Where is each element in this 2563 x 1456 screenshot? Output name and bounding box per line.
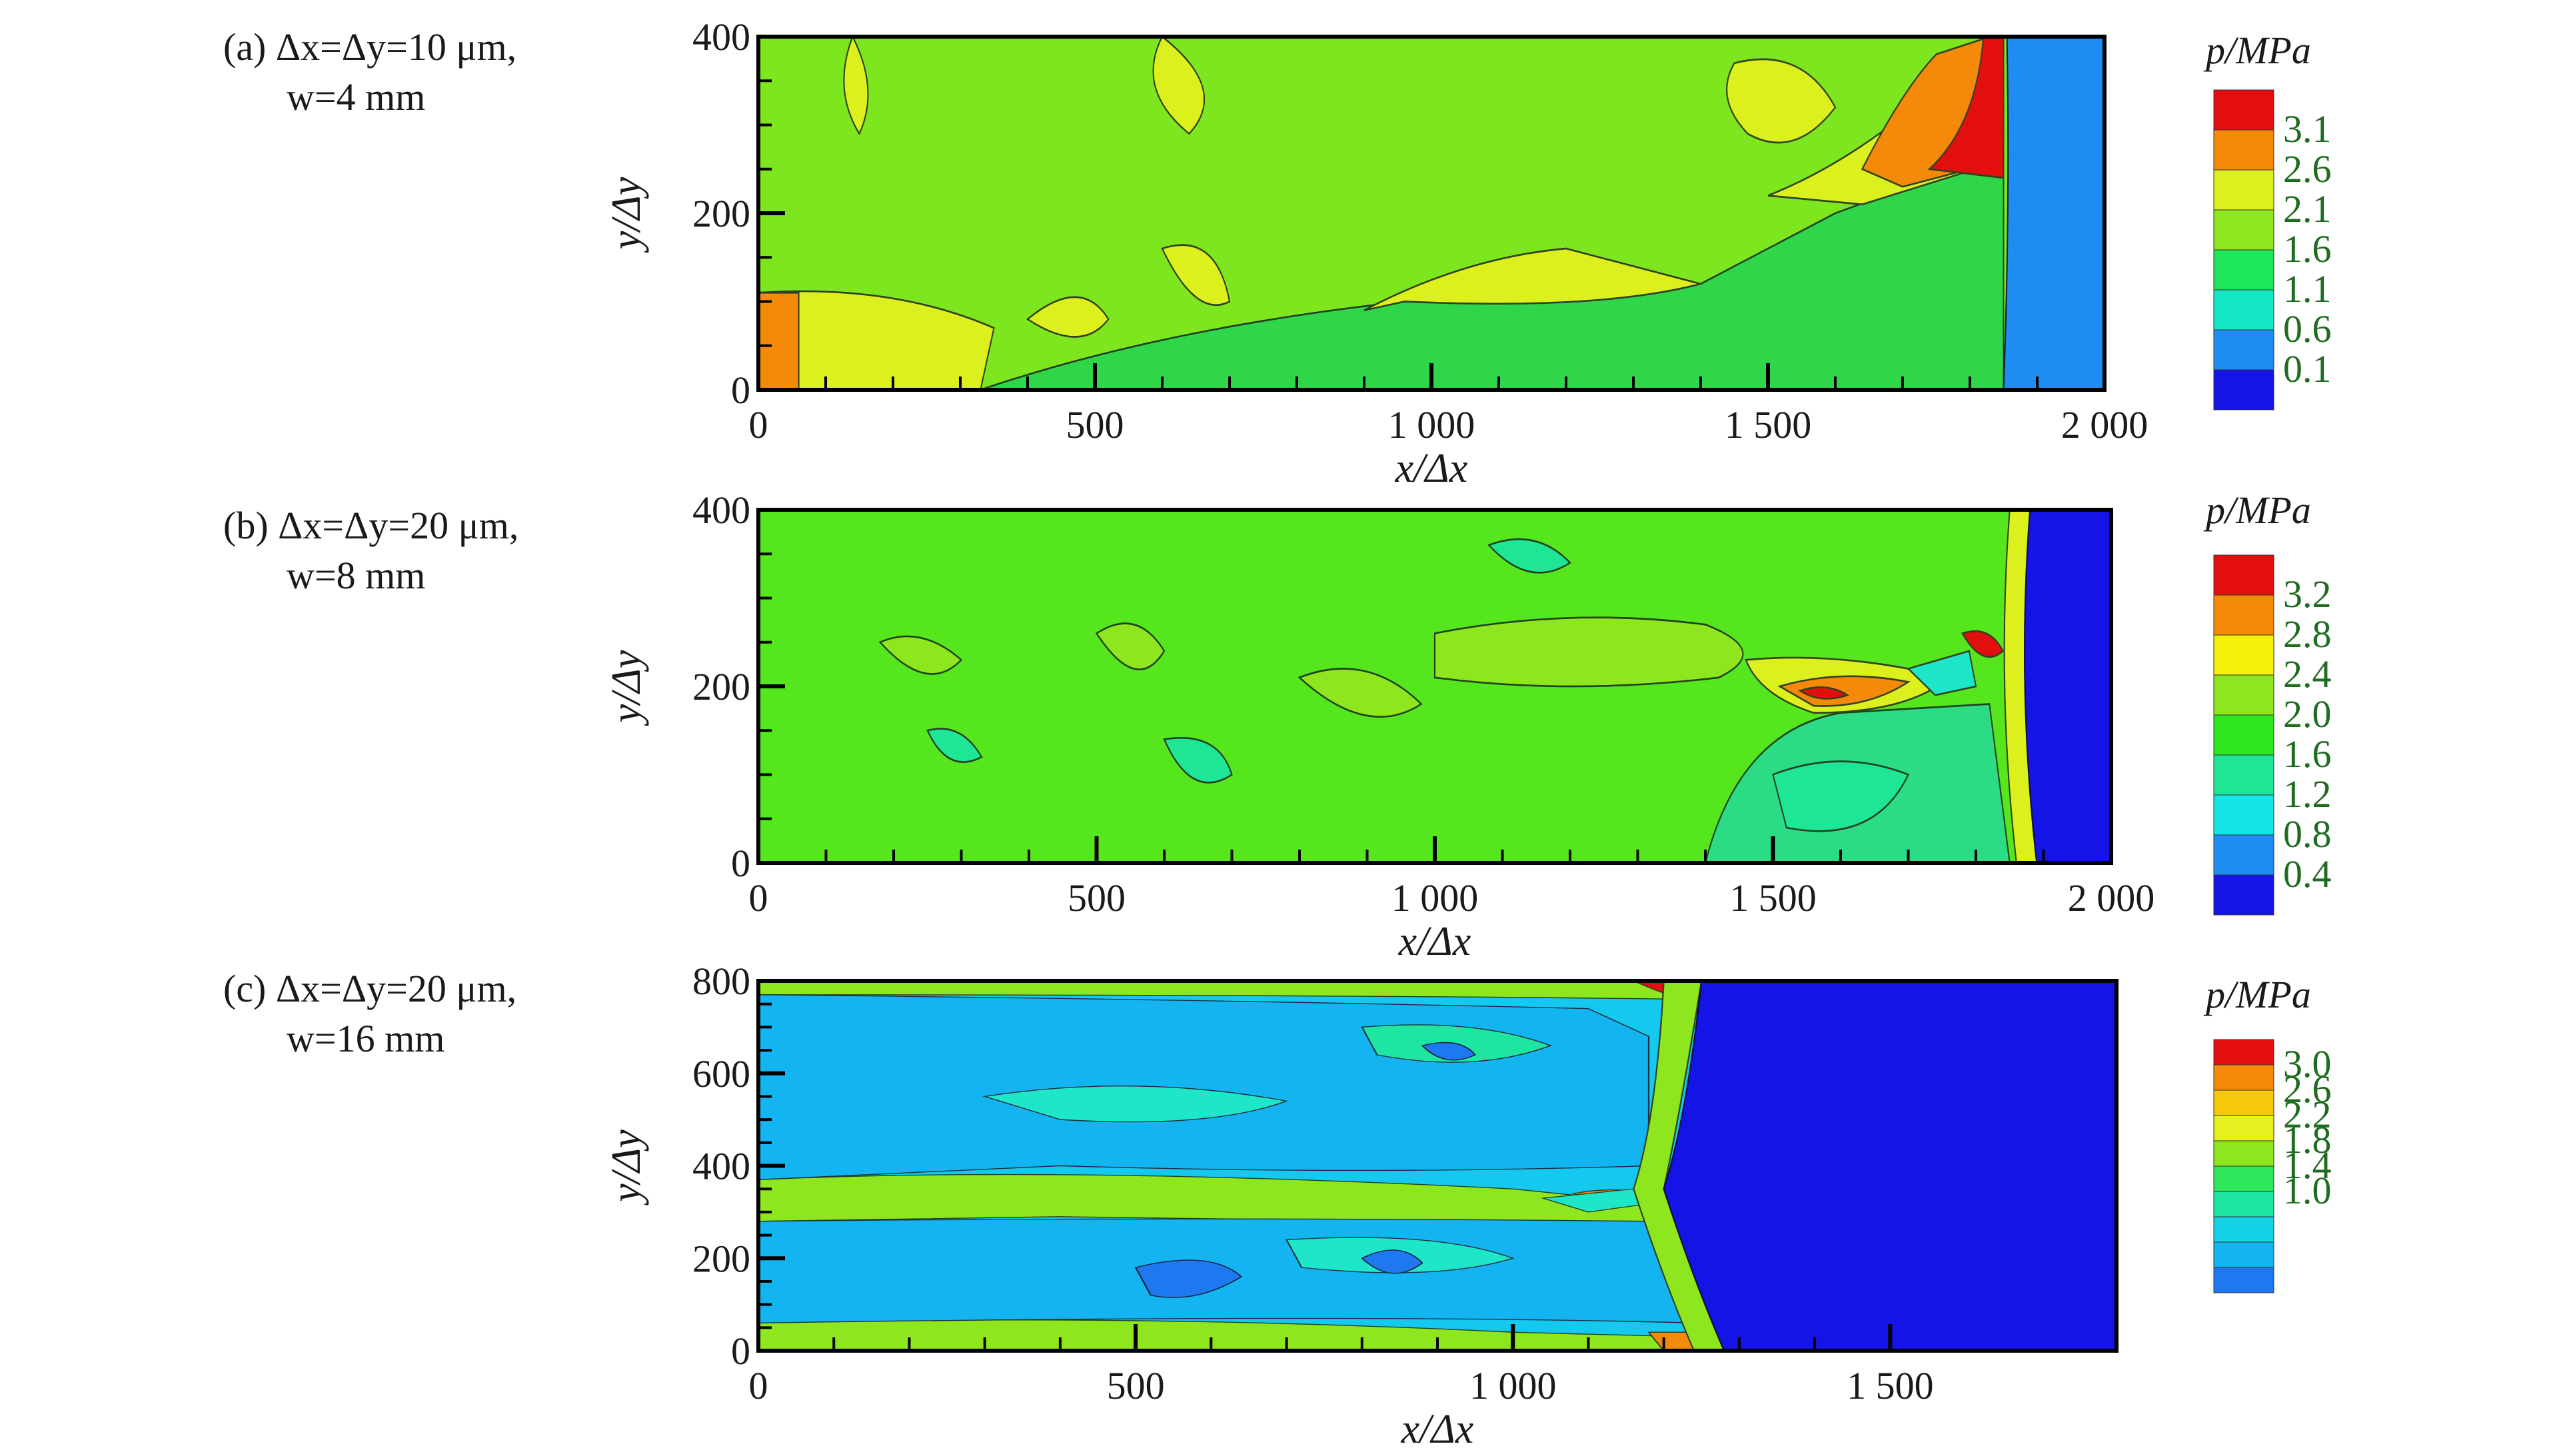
legend-level-label: 2.6 <box>2283 1068 2332 1111</box>
legend-level-label: 3.2 <box>2283 572 2332 616</box>
legend-level-label: 2.4 <box>2283 652 2332 696</box>
legend-level-label: 1.0 <box>2283 1169 2332 1212</box>
legend-level-label: 2.8 <box>2283 612 2332 656</box>
legend-swatch <box>2213 1115 2274 1141</box>
legend-level-label: 1.4 <box>2283 1143 2332 1187</box>
legend-level-label: 1.2 <box>2283 772 2332 816</box>
x-axis-label: x/Δx <box>1395 446 1468 491</box>
legend-swatch <box>2213 1064 2274 1091</box>
panel-b-label-2: w=8 mm <box>287 554 425 597</box>
legend-swatch <box>2213 874 2274 916</box>
panel-a-label-2: w=4 mm <box>287 75 425 119</box>
x-tick-label: 1 000 <box>1388 403 1475 446</box>
legend-swatch <box>2213 1216 2274 1243</box>
y-tick-label: 0 <box>731 1329 750 1373</box>
legend-swatch <box>2213 1090 2274 1116</box>
legend-swatch <box>2213 1191 2274 1217</box>
x-tick-label: 500 <box>1107 1364 1165 1407</box>
panel-b-field <box>758 510 2111 863</box>
x-tick-label: 500 <box>1066 403 1124 446</box>
x-axis-label: x/Δx <box>1398 919 1471 964</box>
x-tick-label: 1 500 <box>1847 1364 1934 1407</box>
legend-level-label: 1.1 <box>2283 267 2332 311</box>
y-tick-label: 200 <box>692 192 750 235</box>
x-tick-label: 2 000 <box>2061 403 2148 446</box>
y-tick-label: 600 <box>692 1052 750 1095</box>
legend-swatch <box>2213 1267 2274 1293</box>
legend-swatch <box>2213 834 2274 876</box>
legend-level-label: 0.4 <box>2283 852 2332 896</box>
legend-level-label: 3.0 <box>2283 1042 2332 1086</box>
legend-level-label: 2.1 <box>2283 187 2332 231</box>
legend-title: p/MPa <box>2203 488 2311 532</box>
x-tick-label: 0 <box>749 403 768 446</box>
panel-b: (b) Δx=Δy=20 μm, w=8 mm <box>223 504 2113 865</box>
legend-swatch <box>2213 209 2274 251</box>
legend-swatch <box>2213 129 2274 171</box>
legend-level-label: 0.1 <box>2283 347 2332 390</box>
y-tick-label: 0 <box>731 842 750 885</box>
legend-swatch <box>2213 89 2274 131</box>
legend-swatch <box>2213 634 2274 676</box>
y-tick-label: 400 <box>692 488 750 532</box>
y-tick-label: 0 <box>731 368 750 412</box>
legends-layer: p/MPa3.12.62.11.61.10.60.1p/MPa3.22.82.4… <box>2203 29 2332 1293</box>
y-axis-label: y/Δy <box>604 1129 649 1206</box>
legend-swatch <box>2213 674 2274 716</box>
legend-swatch <box>2213 369 2274 410</box>
legend-level-label: 2.2 <box>2283 1093 2332 1136</box>
x-tick-label: 1 000 <box>1469 1364 1557 1407</box>
legend-swatch <box>2213 1039 2274 1066</box>
y-axis-label: y/Δy <box>604 177 649 253</box>
legend-level-label: 1.6 <box>2283 227 2332 271</box>
x-tick-label: 1 500 <box>1729 876 1817 920</box>
panel-c: (c) Δx=Δy=20 μm, w=16 mm <box>223 967 2119 1353</box>
legend-level-label: 0.6 <box>2283 307 2332 351</box>
panel-a-label: (a) Δx=Δy=10 μm, <box>223 25 516 69</box>
x-axis-label: x/Δx <box>1401 1407 1474 1452</box>
legend-level-label: 1.6 <box>2283 732 2332 776</box>
legend-swatch <box>2213 794 2274 836</box>
legend-swatch <box>2213 329 2274 370</box>
legend-level-label: 2.0 <box>2283 692 2332 736</box>
legend-swatch <box>2213 1140 2274 1167</box>
x-tick-label: 0 <box>749 876 768 920</box>
legend-swatch <box>2213 754 2274 796</box>
legend-level-label: 2.6 <box>2283 147 2332 191</box>
panel-b-label: (b) Δx=Δy=20 μm, <box>223 504 518 547</box>
y-tick-label: 800 <box>692 960 750 1003</box>
legend-swatch <box>2213 554 2274 596</box>
legend-level-label: 1.8 <box>2283 1118 2332 1161</box>
y-tick-label: 400 <box>692 1145 750 1188</box>
legend-swatch <box>2213 1241 2274 1268</box>
panel-a: (a) Δx=Δy=10 μm, w=4 mm <box>223 25 2107 392</box>
axes-layer: 0 500 1 000 1 500 2 000 0 200 400 x/Δx y/Δy 0 500 1 … <box>604 15 2154 1452</box>
panel-c-label: (c) Δx=Δy=20 μm, <box>223 967 516 1010</box>
x-tick-label: 1 000 <box>1391 876 1479 920</box>
panel-c-field <box>758 981 2117 1351</box>
legend-title: p/MPa <box>2203 973 2311 1016</box>
y-tick-label: 200 <box>692 665 750 708</box>
legend-swatch <box>2213 249 2274 291</box>
x-tick-label: 2 000 <box>2068 876 2155 920</box>
legend-swatch <box>2213 1165 2274 1192</box>
legend-level-label: 0.8 <box>2283 812 2332 856</box>
y-tick-label: 200 <box>692 1237 750 1280</box>
legend-level-label: 3.1 <box>2283 107 2332 151</box>
y-tick-label: 400 <box>692 15 750 59</box>
legend-swatch <box>2213 169 2274 211</box>
x-tick-label: 0 <box>749 1364 768 1407</box>
x-tick-label: 500 <box>1068 876 1126 920</box>
legend-swatch <box>2213 594 2274 636</box>
legend-title: p/MPa <box>2203 29 2311 72</box>
y-axis-label: y/Δy <box>604 650 649 726</box>
legend-swatch <box>2213 289 2274 331</box>
panel-a-field <box>758 37 2105 390</box>
x-tick-label: 1 500 <box>1725 403 1812 446</box>
legend-swatch <box>2213 714 2274 756</box>
panel-c-label-2: w=16 mm <box>287 1017 444 1060</box>
